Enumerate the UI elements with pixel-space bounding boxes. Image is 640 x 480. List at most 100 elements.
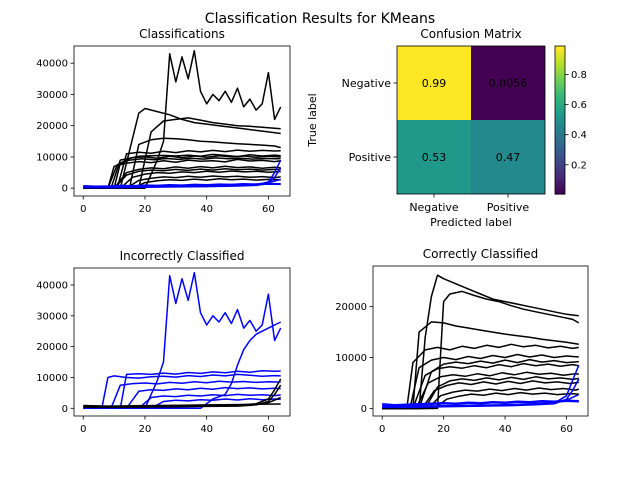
colorbar-band [555, 87, 565, 91]
plot-frame [372, 265, 589, 417]
chart-title: Correctly Classified [423, 247, 539, 261]
line-chart-2: Incorrectly Classified 0 20 40 60 0 10000 20000… [36, 249, 291, 435]
colorbar-band [555, 152, 565, 156]
colorbar-band [555, 122, 565, 126]
chart-title: Classifications [139, 27, 225, 41]
colorbar-band [555, 164, 565, 168]
colorbar-band [555, 117, 565, 121]
colorbar-band [555, 107, 565, 111]
x-tick-label: 60 [560, 424, 573, 435]
series-group [83, 271, 282, 410]
matrix-cell [471, 120, 545, 194]
colorbar-band [555, 181, 565, 185]
plot-frame [73, 267, 291, 417]
colorbar-band [555, 174, 565, 178]
series-group [83, 49, 282, 189]
series-line-12 [83, 168, 281, 189]
colorbar-band [555, 139, 565, 143]
series-line-3 [382, 343, 579, 410]
y-tick-label: 30000 [36, 90, 68, 101]
y-tick-label: 40000 [36, 59, 68, 70]
series-line-15 [382, 378, 580, 409]
series-line-4 [382, 353, 579, 410]
series-line-10 [83, 149, 281, 189]
chart-title: Confusion Matrix [420, 27, 521, 41]
y-tick-label: 0 [62, 184, 68, 195]
series-line-6 [83, 393, 281, 410]
y-tick-label: 40000 [36, 280, 68, 291]
series-line-17 [83, 167, 282, 189]
series-line-13 [382, 400, 579, 407]
series-line-16 [382, 393, 580, 408]
series-line-5 [83, 158, 281, 189]
series-line-7 [83, 170, 281, 189]
y-tick-label: 20000 [36, 342, 68, 353]
colorbar-band [555, 171, 565, 175]
colorbar-band [555, 110, 565, 114]
series-line-11 [382, 391, 579, 410]
colorbar-band [555, 166, 565, 170]
matrix-frame [396, 45, 546, 195]
series-line-6 [83, 165, 281, 189]
colorbar-tick-label: 0.4 [571, 130, 587, 141]
x-tick-label: 40 [200, 424, 213, 435]
series-line-1 [83, 107, 281, 189]
series-line-4 [83, 137, 281, 189]
matrix-cell-label: 0.53 [422, 151, 447, 164]
y-axis-label: True label [306, 93, 319, 147]
y-tick-label: 0 [62, 404, 68, 415]
matrix-cell [471, 46, 545, 120]
colorbar-band [555, 100, 565, 104]
colorbar-band [555, 179, 565, 183]
series-line-9 [382, 358, 579, 410]
colorbar-band [555, 75, 565, 79]
colorbar-tick-label: 0.2 [571, 160, 587, 171]
series-line-5 [83, 386, 281, 410]
colorbar-band [555, 134, 565, 138]
colorbar-band [555, 46, 565, 50]
x-axis-label: Predicted label [430, 216, 512, 229]
colorbar-band [555, 184, 565, 188]
colorbar-band [555, 189, 565, 193]
series-line-2 [83, 373, 281, 410]
colorbar-band [555, 83, 565, 87]
colorbar-band [555, 120, 565, 124]
x-tick-label: 60 [262, 424, 275, 435]
colorbar-band [555, 161, 565, 165]
y-category-label: Positive [349, 151, 392, 164]
x-tick-label: 40 [499, 424, 512, 435]
series-line-11 [83, 403, 281, 407]
series-line-18 [83, 178, 281, 188]
colorbar-band [555, 159, 565, 163]
series-line-1 [83, 321, 282, 410]
colorbar-band [555, 90, 565, 94]
y-tick-label: 20000 [36, 121, 68, 132]
colorbar-band [555, 97, 565, 101]
colorbar-band [555, 144, 565, 148]
colorbar-band [555, 78, 565, 82]
series-line-0 [382, 274, 579, 410]
colorbar-tick-label: 0.8 [571, 70, 587, 81]
series-line-8 [83, 175, 281, 189]
line-chart-0: Classifications 0 20 40 60 0 10000 20000 30000 40… [36, 27, 291, 215]
series-line-7 [83, 397, 281, 410]
x-tick-label: 20 [437, 424, 450, 435]
series-line-10 [83, 396, 281, 408]
colorbar-band [555, 85, 565, 89]
series-line-11 [83, 178, 281, 189]
colorbar-band [555, 186, 565, 190]
colorbar-band [555, 147, 565, 151]
series-line-9 [83, 154, 281, 189]
x-tick-label: 40 [200, 204, 213, 215]
matrix-cell-label: 0.0056 [489, 77, 528, 90]
colorbar-band [555, 137, 565, 141]
colorbar-band [555, 63, 565, 67]
x-tick-label: 60 [262, 204, 275, 215]
colorbar-band [555, 157, 565, 161]
colorbar-band [555, 132, 565, 136]
colorbar-band [555, 65, 565, 69]
colorbar-frame [554, 45, 566, 195]
figure-suptitle: Classification Results for KMeans [205, 11, 435, 27]
